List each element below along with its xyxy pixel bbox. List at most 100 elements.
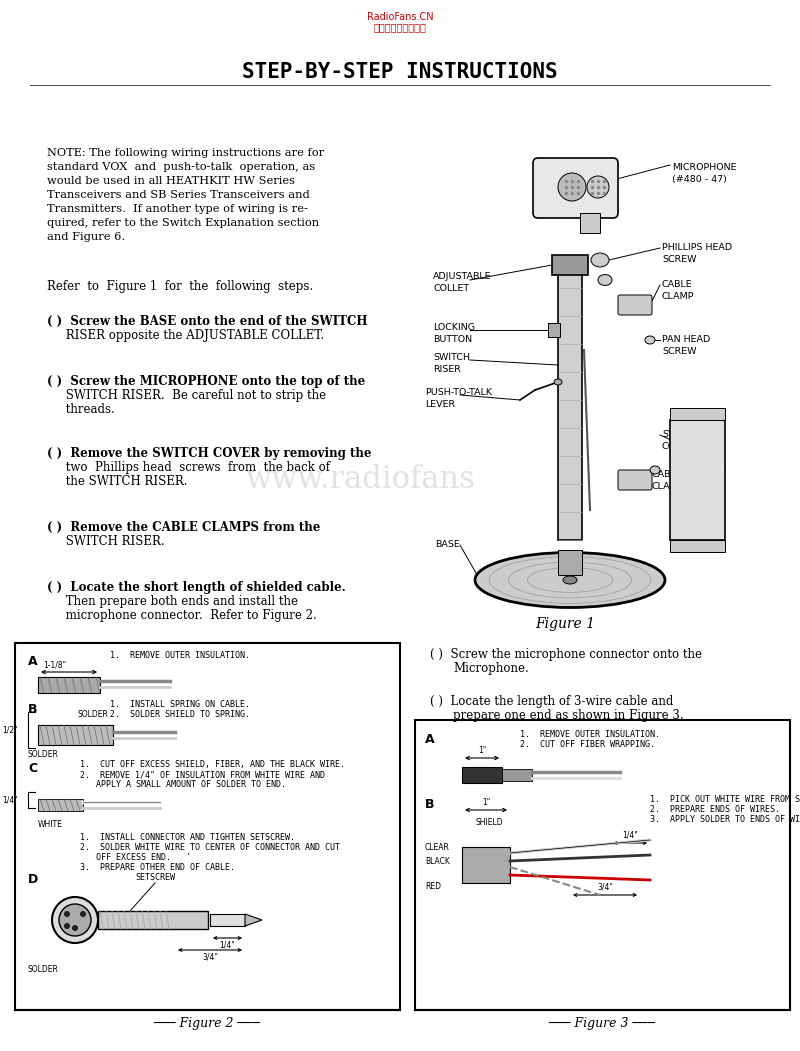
Text: threads.: threads. bbox=[47, 403, 114, 416]
Text: ( )  Remove the SWITCH COVER by removing the: ( ) Remove the SWITCH COVER by removing … bbox=[47, 447, 371, 460]
Text: prepare one end as shown in Figure 3.: prepare one end as shown in Figure 3. bbox=[453, 709, 684, 722]
Text: Figure 1: Figure 1 bbox=[535, 617, 595, 631]
Text: 2.  REMOVE 1/4" OF INSULATION FROM WHITE WIRE AND: 2. REMOVE 1/4" OF INSULATION FROM WHITE … bbox=[80, 770, 325, 779]
Text: 1.  PICK OUT WHITE WIRE FROM SHIELD.: 1. PICK OUT WHITE WIRE FROM SHIELD. bbox=[650, 795, 800, 804]
Text: A: A bbox=[425, 733, 434, 746]
Ellipse shape bbox=[598, 274, 612, 286]
Text: would be used in all HEATHKIT HW Series: would be used in all HEATHKIT HW Series bbox=[47, 176, 295, 186]
Text: CABLE: CABLE bbox=[652, 470, 682, 479]
Text: CLAMP: CLAMP bbox=[662, 292, 694, 301]
Text: PHILLIPS HEAD: PHILLIPS HEAD bbox=[662, 243, 732, 252]
Text: SWITCH: SWITCH bbox=[662, 430, 699, 439]
Ellipse shape bbox=[591, 253, 609, 267]
Text: Then prepare both ends and install the: Then prepare both ends and install the bbox=[47, 595, 298, 607]
Text: B: B bbox=[28, 703, 38, 716]
Bar bbox=[558, 260, 582, 540]
Text: 收音机爱好者资料库: 收音机爱好者资料库 bbox=[374, 22, 426, 32]
Text: ( )  Locate the length of 3-wire cable and: ( ) Locate the length of 3-wire cable an… bbox=[430, 695, 674, 708]
Text: BLACK: BLACK bbox=[425, 857, 450, 866]
Text: SOLDER: SOLDER bbox=[28, 750, 59, 759]
Text: D: D bbox=[28, 873, 38, 886]
Text: 1.  REMOVE OUTER INSULATION.: 1. REMOVE OUTER INSULATION. bbox=[110, 651, 250, 660]
Text: ─── Figure 3 ───: ─── Figure 3 ─── bbox=[549, 1017, 655, 1030]
Text: SWITCH: SWITCH bbox=[433, 353, 470, 362]
Text: and Figure 6.: and Figure 6. bbox=[47, 232, 125, 242]
Text: 1.  INSTALL CONNECTOR AND TIGHTEN SETSCREW.: 1. INSTALL CONNECTOR AND TIGHTEN SETSCRE… bbox=[80, 833, 295, 842]
Text: two  Phillips head  screws  from  the back of: two Phillips head screws from the back o… bbox=[47, 461, 330, 474]
Text: COLLET: COLLET bbox=[433, 284, 469, 293]
Bar bbox=[210, 914, 245, 926]
Text: SWITCH RISER.: SWITCH RISER. bbox=[47, 535, 165, 548]
Bar bbox=[98, 911, 208, 929]
Ellipse shape bbox=[587, 176, 609, 198]
Text: ( )  Screw the BASE onto the end of the SWITCH: ( ) Screw the BASE onto the end of the S… bbox=[47, 315, 367, 328]
Text: ( )  Screw the microphone connector onto the: ( ) Screw the microphone connector onto … bbox=[430, 648, 702, 661]
Text: 1": 1" bbox=[478, 746, 486, 755]
Bar bbox=[670, 540, 725, 552]
Text: 3/4": 3/4" bbox=[202, 953, 218, 962]
Text: RISER: RISER bbox=[433, 365, 461, 374]
Text: RED: RED bbox=[425, 882, 441, 891]
Text: CABLE: CABLE bbox=[662, 280, 693, 289]
Text: WHITE: WHITE bbox=[38, 820, 63, 829]
Ellipse shape bbox=[65, 911, 70, 916]
Text: MICROPHONE: MICROPHONE bbox=[672, 163, 737, 172]
Text: CLAMP: CLAMP bbox=[652, 482, 685, 491]
Text: 1/4": 1/4" bbox=[2, 796, 18, 804]
Ellipse shape bbox=[475, 553, 665, 607]
Bar bbox=[462, 767, 502, 783]
Ellipse shape bbox=[81, 911, 86, 916]
Text: SCREW: SCREW bbox=[662, 255, 697, 264]
Text: quired, refer to the Switch Explanation section: quired, refer to the Switch Explanation … bbox=[47, 218, 319, 228]
Text: 1/4": 1/4" bbox=[622, 831, 638, 840]
Bar bbox=[462, 847, 510, 883]
Text: 1/4": 1/4" bbox=[219, 941, 235, 950]
Text: 2.  CUT OFF FIBER WRAPPING.: 2. CUT OFF FIBER WRAPPING. bbox=[520, 740, 655, 749]
Text: Transmitters.  If another type of wiring is re-: Transmitters. If another type of wiring … bbox=[47, 204, 308, 214]
Text: C: C bbox=[28, 762, 37, 775]
FancyBboxPatch shape bbox=[618, 470, 652, 490]
Bar bbox=[38, 677, 100, 693]
Text: Transceivers and SB Series Transceivers and: Transceivers and SB Series Transceivers … bbox=[47, 190, 310, 200]
Text: (#480 - 47): (#480 - 47) bbox=[672, 176, 727, 184]
Text: PAN HEAD: PAN HEAD bbox=[662, 335, 710, 344]
Text: 2.  PREPARE ENDS OF WIRES.: 2. PREPARE ENDS OF WIRES. bbox=[650, 805, 780, 815]
Text: 1/2": 1/2" bbox=[2, 725, 18, 735]
Text: OFF EXCESS END.   ': OFF EXCESS END. ' bbox=[96, 853, 191, 862]
Ellipse shape bbox=[554, 379, 562, 385]
Bar bbox=[670, 420, 725, 540]
Text: BASE: BASE bbox=[435, 540, 460, 549]
Bar bbox=[580, 213, 600, 233]
Text: BUTTON: BUTTON bbox=[433, 335, 472, 344]
Text: NOTE: The following wiring instructions are for: NOTE: The following wiring instructions … bbox=[47, 148, 324, 158]
Bar bbox=[38, 799, 83, 811]
Text: COVER: COVER bbox=[662, 442, 695, 451]
Text: 1.  REMOVE OUTER INSULATION.: 1. REMOVE OUTER INSULATION. bbox=[520, 730, 660, 739]
Text: 3.  PREPARE OTHER END OF CABLE.: 3. PREPARE OTHER END OF CABLE. bbox=[80, 863, 235, 872]
Text: B: B bbox=[425, 798, 434, 811]
Text: 1.  INSTALL SPRING ON CABLE.: 1. INSTALL SPRING ON CABLE. bbox=[110, 700, 250, 709]
Text: ─── Figure 2 ───: ─── Figure 2 ─── bbox=[154, 1017, 261, 1030]
Text: CLEAR: CLEAR bbox=[425, 843, 450, 852]
Text: SOLDER: SOLDER bbox=[78, 710, 109, 719]
Ellipse shape bbox=[73, 926, 78, 930]
Text: SCREW: SCREW bbox=[662, 347, 697, 356]
Bar bbox=[552, 255, 588, 275]
FancyBboxPatch shape bbox=[618, 295, 652, 315]
Text: SWITCH RISER.  Be careful not to strip the: SWITCH RISER. Be careful not to strip th… bbox=[47, 389, 326, 401]
Text: ADJUSTABLE: ADJUSTABLE bbox=[433, 272, 491, 281]
Bar bbox=[15, 643, 400, 1010]
Text: A: A bbox=[28, 655, 38, 668]
Bar bbox=[548, 323, 560, 337]
Ellipse shape bbox=[558, 173, 586, 201]
Text: STEP-BY-STEP INSTRUCTIONS: STEP-BY-STEP INSTRUCTIONS bbox=[242, 62, 558, 82]
Text: the SWITCH RISER.: the SWITCH RISER. bbox=[47, 475, 187, 488]
Text: microphone connector.  Refer to Figure 2.: microphone connector. Refer to Figure 2. bbox=[47, 609, 317, 622]
Text: 2.  SOLDER WHITE WIRE TO CENTER OF CONNECTOR AND CUT: 2. SOLDER WHITE WIRE TO CENTER OF CONNEC… bbox=[80, 843, 340, 852]
Text: PUSH-TO-TALK: PUSH-TO-TALK bbox=[425, 388, 492, 397]
Text: ( )  Locate the short length of shielded cable.: ( ) Locate the short length of shielded … bbox=[47, 581, 346, 594]
Text: Microphone.: Microphone. bbox=[453, 662, 529, 675]
Text: 3/4": 3/4" bbox=[597, 883, 613, 892]
Text: SETSCREW: SETSCREW bbox=[135, 873, 175, 882]
Ellipse shape bbox=[563, 576, 577, 584]
